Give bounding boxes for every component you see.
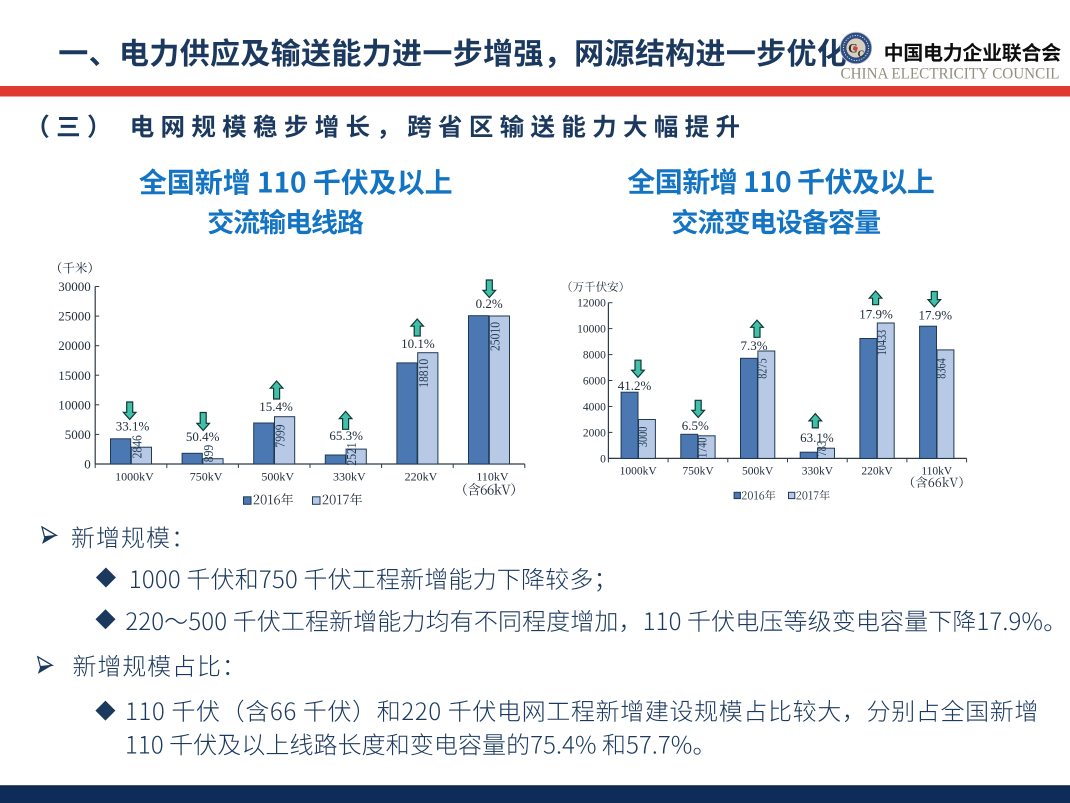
svg-text:17.9%: 17.9% xyxy=(919,308,953,323)
svg-text:899: 899 xyxy=(202,445,217,462)
svg-text:8000: 8000 xyxy=(583,350,606,362)
svg-text:220kV: 220kV xyxy=(861,465,893,477)
svg-text:110kV: 110kV xyxy=(476,470,509,484)
svg-text:1000kV: 1000kV xyxy=(115,470,154,484)
svg-text:10.1%: 10.1% xyxy=(401,336,435,351)
svg-text:2846: 2846 xyxy=(130,435,145,458)
svg-text:50.4%: 50.4% xyxy=(186,429,220,444)
svg-text:30000: 30000 xyxy=(58,279,91,294)
svg-text:2521: 2521 xyxy=(345,442,360,465)
svg-text:1000kV: 1000kV xyxy=(620,465,658,477)
svg-text:500kV: 500kV xyxy=(742,465,774,477)
svg-text:110kV: 110kV xyxy=(921,465,953,477)
svg-text:750kV: 750kV xyxy=(682,465,714,477)
svg-text:7999: 7999 xyxy=(274,424,289,447)
svg-text:10000: 10000 xyxy=(577,324,606,336)
svg-text:220kV: 220kV xyxy=(405,470,438,484)
svg-text:25010: 25010 xyxy=(488,322,503,351)
svg-text:15.4%: 15.4% xyxy=(259,399,293,414)
svg-text:25000: 25000 xyxy=(58,309,91,324)
svg-text:15000: 15000 xyxy=(58,368,91,383)
svg-text:1740: 1740 xyxy=(695,437,710,458)
svg-text:41.2%: 41.2% xyxy=(618,378,652,393)
svg-text:2000: 2000 xyxy=(583,428,606,440)
svg-text:33.1%: 33.1% xyxy=(116,419,150,434)
svg-text:CHINA ELECTRICITY COUNCIL: CHINA ELECTRICITY COUNCIL xyxy=(841,66,1060,83)
svg-text:783: 783 xyxy=(814,441,829,456)
svg-text:C: C xyxy=(858,50,865,60)
svg-text:5000: 5000 xyxy=(65,427,91,442)
svg-text:330kV: 330kV xyxy=(802,465,834,477)
svg-text:750kV: 750kV xyxy=(190,470,223,484)
svg-text:4000: 4000 xyxy=(583,402,606,414)
svg-text:3000: 3000 xyxy=(635,427,650,448)
svg-text:8364: 8364 xyxy=(934,358,949,379)
svg-text:8275: 8275 xyxy=(754,358,769,379)
svg-text:65.3%: 65.3% xyxy=(329,428,363,443)
svg-text:7.3%: 7.3% xyxy=(740,338,767,353)
svg-text:63.1%: 63.1% xyxy=(800,430,834,445)
svg-text:500kV: 500kV xyxy=(261,470,294,484)
svg-text:10433: 10433 xyxy=(874,330,889,356)
svg-text:10000: 10000 xyxy=(58,397,91,412)
svg-text:18810: 18810 xyxy=(417,359,432,388)
svg-text:12000: 12000 xyxy=(577,298,606,310)
svg-text:6000: 6000 xyxy=(583,376,606,388)
svg-text:0: 0 xyxy=(84,457,91,472)
svg-text:C: C xyxy=(848,40,857,55)
svg-text:330kV: 330kV xyxy=(333,470,366,484)
svg-text:0.2%: 0.2% xyxy=(476,296,503,311)
svg-text:20000: 20000 xyxy=(58,338,91,353)
svg-text:0: 0 xyxy=(600,453,606,465)
svg-text:6.5%: 6.5% xyxy=(682,418,709,433)
svg-text:17.9%: 17.9% xyxy=(859,307,893,322)
